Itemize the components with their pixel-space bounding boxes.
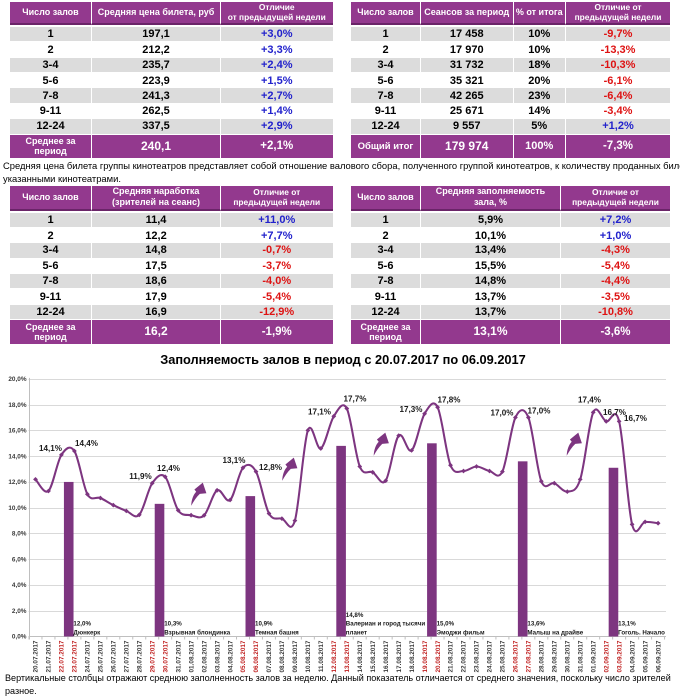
svg-text:05.08.2017: 05.08.2017: [240, 640, 247, 672]
svg-text:17,4%: 17,4%: [578, 396, 601, 405]
svg-text:10.08.2017: 10.08.2017: [305, 640, 312, 672]
svg-text:26.08.2017: 26.08.2017: [513, 640, 520, 672]
svg-text:29.08.2017: 29.08.2017: [552, 640, 559, 672]
svg-text:20.08.2017: 20.08.2017: [435, 640, 442, 672]
svg-text:14,1%: 14,1%: [39, 444, 62, 453]
svg-text:14.08.2017: 14.08.2017: [357, 640, 364, 672]
svg-text:14,4%: 14,4%: [75, 439, 98, 448]
svg-text:Гоголь. Начало: Гоголь. Начало: [618, 629, 665, 636]
svg-text:30.08.2017: 30.08.2017: [564, 640, 571, 672]
svg-text:08.08.2017: 08.08.2017: [279, 640, 286, 672]
svg-text:04.08.2017: 04.08.2017: [227, 640, 234, 672]
svg-text:23.07.2017: 23.07.2017: [72, 640, 79, 672]
svg-text:01.09.2017: 01.09.2017: [590, 640, 597, 672]
svg-text:31.08.2017: 31.08.2017: [577, 640, 584, 672]
svg-text:09.08.2017: 09.08.2017: [292, 640, 299, 672]
svg-text:16,7%: 16,7%: [624, 414, 647, 423]
svg-text:4,0%: 4,0%: [12, 582, 27, 589]
svg-text:17,0%: 17,0%: [491, 409, 514, 418]
svg-text:19.08.2017: 19.08.2017: [422, 640, 429, 672]
svg-text:30.07.2017: 30.07.2017: [162, 640, 169, 672]
svg-text:23.08.2017: 23.08.2017: [474, 640, 481, 672]
svg-text:03.08.2017: 03.08.2017: [214, 640, 221, 672]
svg-text:13.08.2017: 13.08.2017: [344, 640, 351, 672]
svg-text:16.08.2017: 16.08.2017: [383, 640, 390, 672]
svg-text:12.08.2017: 12.08.2017: [331, 640, 338, 672]
svg-text:11,9%: 11,9%: [129, 472, 152, 481]
svg-text:Дюнкерк: Дюнкерк: [73, 629, 101, 636]
svg-text:02.08.2017: 02.08.2017: [201, 640, 208, 672]
svg-text:Эмоджи фильм: Эмоджи фильм: [437, 629, 485, 636]
svg-text:06.08.2017: 06.08.2017: [253, 640, 260, 672]
svg-text:12,0%: 12,0%: [73, 621, 91, 628]
svg-text:10,3%: 10,3%: [164, 621, 182, 628]
svg-text:18.08.2017: 18.08.2017: [409, 640, 416, 672]
svg-text:22.08.2017: 22.08.2017: [461, 640, 468, 672]
svg-text:Взрывная блондинка: Взрывная блондинка: [164, 629, 231, 636]
svg-text:15,0%: 15,0%: [437, 621, 455, 628]
svg-text:16,0%: 16,0%: [8, 428, 26, 435]
svg-text:20,0%: 20,0%: [8, 376, 26, 383]
svg-text:16,7%: 16,7%: [603, 408, 626, 417]
svg-text:17,7%: 17,7%: [344, 395, 367, 404]
svg-text:0,0%: 0,0%: [12, 634, 27, 641]
svg-text:28.07.2017: 28.07.2017: [136, 640, 143, 672]
svg-text:22.07.2017: 22.07.2017: [59, 640, 66, 672]
svg-text:Темная башня: Темная башня: [255, 629, 299, 636]
svg-text:31.07.2017: 31.07.2017: [175, 640, 182, 672]
svg-text:17,1%: 17,1%: [308, 408, 331, 417]
svg-text:24.07.2017: 24.07.2017: [85, 640, 92, 672]
svg-text:2,0%: 2,0%: [12, 608, 27, 615]
svg-text:06.09.2017: 06.09.2017: [655, 640, 662, 672]
svg-text:12,0%: 12,0%: [8, 479, 26, 486]
svg-text:18,0%: 18,0%: [8, 402, 26, 409]
svg-text:17,8%: 17,8%: [438, 396, 461, 405]
svg-text:21.08.2017: 21.08.2017: [448, 640, 455, 672]
svg-text:13,6%: 13,6%: [527, 621, 545, 628]
svg-text:17,0%: 17,0%: [528, 407, 551, 416]
svg-text:27.08.2017: 27.08.2017: [526, 640, 533, 672]
svg-text:10,9%: 10,9%: [255, 621, 273, 628]
svg-text:03.09.2017: 03.09.2017: [616, 640, 623, 672]
svg-text:6,0%: 6,0%: [12, 556, 27, 563]
svg-text:17,3%: 17,3%: [400, 405, 423, 414]
svg-text:12,4%: 12,4%: [157, 464, 180, 473]
svg-text:13,1%: 13,1%: [618, 621, 636, 628]
svg-text:02.09.2017: 02.09.2017: [603, 640, 610, 672]
svg-text:15.08.2017: 15.08.2017: [370, 640, 377, 672]
svg-text:21.07.2017: 21.07.2017: [46, 640, 53, 672]
svg-text:25.08.2017: 25.08.2017: [500, 640, 507, 672]
svg-text:Малыш на драйве: Малыш на драйве: [527, 629, 583, 636]
svg-text:10,0%: 10,0%: [8, 505, 26, 512]
svg-text:29.07.2017: 29.07.2017: [149, 640, 156, 672]
svg-text:планет: планет: [346, 629, 367, 636]
svg-text:8,0%: 8,0%: [12, 531, 27, 538]
svg-text:12,8%: 12,8%: [259, 463, 282, 472]
svg-text:26.07.2017: 26.07.2017: [111, 640, 118, 672]
svg-text:01.08.2017: 01.08.2017: [188, 640, 195, 672]
svg-text:17.08.2017: 17.08.2017: [396, 640, 403, 672]
svg-text:11.08.2017: 11.08.2017: [318, 640, 325, 672]
svg-text:28.08.2017: 28.08.2017: [539, 640, 546, 672]
svg-text:13,1%: 13,1%: [223, 456, 246, 465]
svg-text:07.08.2017: 07.08.2017: [266, 640, 273, 672]
svg-text:05.09.2017: 05.09.2017: [642, 640, 649, 672]
svg-text:14,0%: 14,0%: [8, 453, 26, 460]
svg-text:25.07.2017: 25.07.2017: [98, 640, 105, 672]
svg-text:04.09.2017: 04.09.2017: [629, 640, 636, 672]
svg-text:24.08.2017: 24.08.2017: [487, 640, 494, 672]
svg-text:Валериан и город тысячи: Валериан и город тысячи: [346, 621, 426, 628]
svg-text:20.07.2017: 20.07.2017: [33, 640, 40, 672]
svg-text:27.07.2017: 27.07.2017: [123, 640, 130, 672]
svg-text:14,8%: 14,8%: [346, 612, 364, 619]
